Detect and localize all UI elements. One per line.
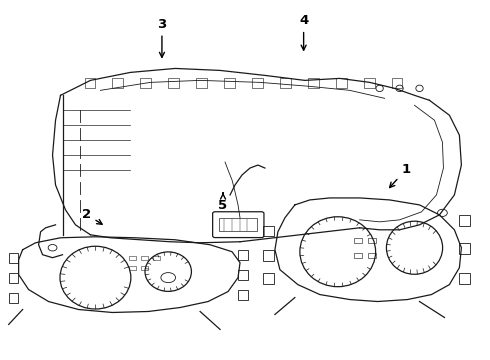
Bar <box>336 77 346 87</box>
Bar <box>129 266 136 270</box>
Bar <box>9 293 18 303</box>
Bar <box>141 77 151 87</box>
Bar <box>263 251 274 261</box>
Text: 3: 3 <box>157 18 167 57</box>
Bar <box>280 77 291 87</box>
Bar <box>85 77 96 87</box>
Bar <box>308 77 319 87</box>
Bar <box>238 250 248 260</box>
Bar <box>460 215 470 226</box>
Bar <box>153 256 160 260</box>
Bar <box>113 77 123 87</box>
Bar <box>238 270 248 280</box>
Bar <box>141 266 147 270</box>
Bar <box>219 218 257 231</box>
Bar <box>368 238 375 243</box>
Bar <box>354 238 362 243</box>
Text: 1: 1 <box>390 163 411 188</box>
Text: 5: 5 <box>219 193 227 212</box>
Bar <box>364 77 374 87</box>
Bar <box>263 225 274 236</box>
Bar <box>392 77 402 87</box>
Bar <box>129 256 136 260</box>
Bar <box>224 77 235 87</box>
Bar <box>169 77 179 87</box>
Bar <box>354 253 362 257</box>
Bar <box>9 273 18 283</box>
Bar <box>9 253 18 263</box>
Text: 2: 2 <box>82 208 102 224</box>
Bar <box>460 273 470 284</box>
Text: 4: 4 <box>299 14 308 50</box>
Bar <box>196 77 207 87</box>
Bar <box>460 243 470 254</box>
Bar <box>252 77 263 87</box>
Bar <box>141 256 147 260</box>
Bar <box>238 290 248 300</box>
Bar <box>368 253 375 257</box>
Bar <box>263 273 274 284</box>
